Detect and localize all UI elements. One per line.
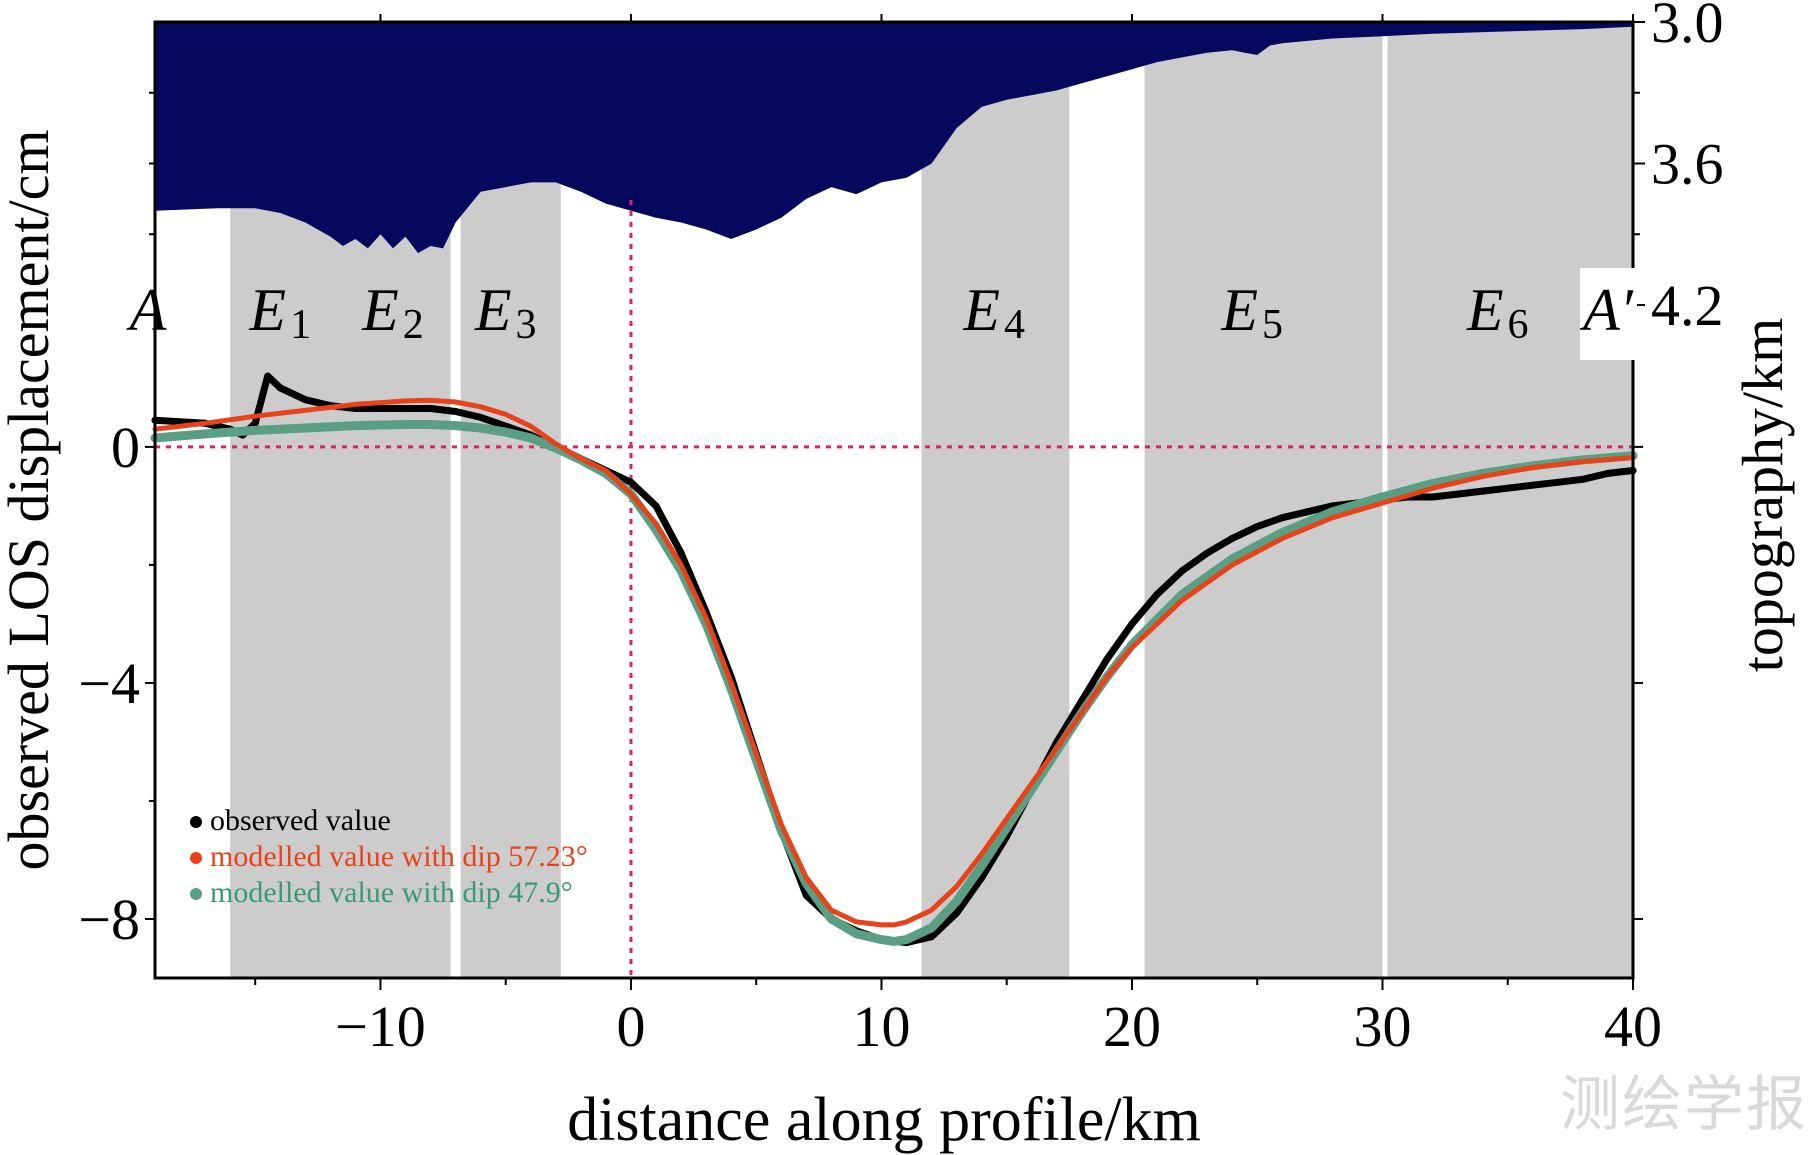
legend-marker-1 [190,816,202,828]
x-tick-label: 0 [616,994,645,1059]
legend-entry-1: observed value [210,804,391,837]
observed-point [264,372,272,380]
observed-point [1554,478,1562,486]
legend-marker-3 [190,888,202,900]
observed-point [1178,567,1186,575]
observed-point [1454,490,1462,498]
zone-label-1: E1 [248,277,311,348]
observed-point [1604,469,1612,477]
zone-label-3: E3 [474,277,537,348]
x-tick-label: −10 [335,994,426,1059]
y-tick-label: −8 [78,887,140,952]
zone-label-5: E5 [1220,277,1283,348]
data-series [150,372,1638,947]
topography-area [155,22,1633,254]
series-line-2 [152,397,1636,928]
observed-point [953,909,961,917]
zone-label-2: E2 [361,277,424,348]
observed-point [427,405,435,412]
y2-tick-label: 3.6 [1651,132,1724,197]
observed-point [1579,475,1587,483]
watermark: 测绘学报 [1560,1070,1808,1140]
observed-point [477,413,485,421]
zone-band-4 [921,22,1070,978]
endpoint-right-box [1580,268,1637,360]
observed-point [928,933,936,941]
legend-marker-2 [190,852,202,864]
x-tick-label: 10 [852,994,910,1059]
observed-point [1103,655,1111,663]
legend-entry-3: modelled value with dip 47.9° [210,876,573,909]
x-tick-label: 40 [1604,994,1662,1059]
observed-point [402,405,409,412]
reference-lines [155,200,1633,978]
observed-point [1303,508,1311,516]
x-axis-title: distance along profile/km [567,1086,1201,1154]
observed-point [1228,534,1236,542]
plot-frame [153,20,1635,980]
zone-labels: E1 E2 E3 E4 E5 E6 A A′ [126,268,1637,360]
x-tick-label: 20 [1103,994,1161,1059]
observed-point [677,549,685,557]
observed-point [1128,620,1136,628]
observed-point [1529,481,1537,489]
legend-entry-2: modelled value with dip 57.23° [210,840,588,873]
observed-point [1278,514,1286,522]
x-tick-label: 30 [1353,994,1411,1059]
observed-point [452,408,460,415]
y2-axis-title: topography/km [1730,318,1795,672]
topography-layer [155,22,1633,254]
y-axis-title: observed LOS displacement/cm [0,130,61,871]
observed-point [377,405,384,412]
y-tick-label: −4 [78,651,140,716]
series-line-3 [150,420,1638,946]
y-tick-label: 0 [111,415,140,480]
y2-tick-label: 4.2 [1651,273,1724,338]
zone-label-4: E4 [962,277,1025,348]
endpoint-left-label: A [126,277,167,343]
observed-point [301,396,309,404]
zone-label-6: E6 [1466,277,1529,348]
observed-point [1253,523,1261,531]
observed-point [1203,549,1211,557]
observed-point [276,384,284,392]
observed-point [1153,590,1161,598]
observed-point [652,502,660,510]
zone-band-5 [1144,22,1383,978]
y2-tick-label: 3.0 [1651,0,1724,55]
observed-point [1504,484,1512,492]
observed-point [251,419,259,427]
observed-point [1429,493,1437,501]
endpoint-right-label: A′ [1579,277,1634,343]
observed-point [627,478,635,486]
observed-point [1479,487,1487,495]
